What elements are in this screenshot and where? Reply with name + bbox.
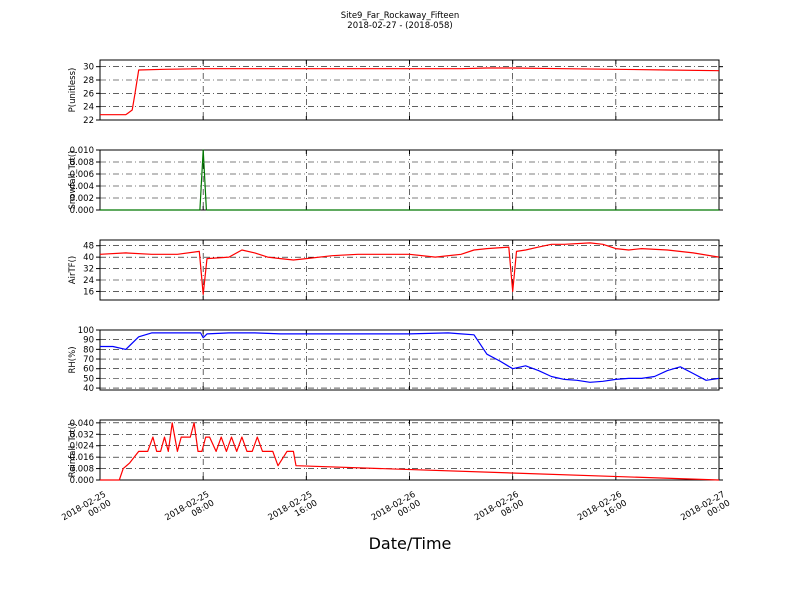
y-tick-label: 24 [83, 276, 94, 286]
figure-subtitle: 2018-02-27 - (2018-058) [347, 21, 453, 31]
y-tick-label: 0.008 [70, 158, 94, 168]
y-tick-label: 0.010 [70, 146, 94, 156]
y-tick-label: 0.008 [70, 465, 94, 475]
y-axis-label: AirTF() [68, 256, 78, 284]
figure-title: Site9_Far_Rockaway_Fifteen [340, 11, 460, 21]
x-axis-label: Date/Time [368, 534, 452, 553]
y-tick-label: 40 [83, 384, 94, 394]
y-axis-label: Snowfall_Tot() [68, 150, 78, 209]
y-tick-label: 0.016 [70, 453, 94, 463]
y-tick-label: 80 [83, 345, 94, 355]
y-tick-label: 40 [83, 253, 94, 263]
y-axis-label: Rainfall_Tot() [68, 423, 78, 478]
y-tick-label: 60 [83, 365, 94, 375]
y-axis-label: P(unitless) [68, 68, 78, 113]
y-tick-label: 0.004 [70, 182, 94, 192]
y-tick-label: 24 [83, 103, 94, 113]
y-tick-label: 22 [83, 116, 94, 126]
series-line [100, 67, 720, 116]
y-tick-label: 100 [78, 326, 94, 336]
series-line [100, 149, 719, 211]
y-tick-label: 50 [83, 374, 94, 384]
y-tick-label: 0.000 [70, 476, 94, 486]
y-tick-label: 16 [83, 287, 94, 297]
series-line [99, 242, 720, 295]
y-tick-label: 30 [83, 63, 94, 73]
y-tick-label: 0.006 [70, 170, 94, 180]
y-tick-label: 0.000 [70, 206, 94, 216]
y-axis-label: RH(%) [68, 346, 78, 373]
y-tick-label: 0.032 [70, 430, 94, 440]
y-tick-label: 26 [83, 89, 94, 99]
y-tick-label: 0.002 [70, 194, 94, 204]
y-tick-label: 32 [83, 265, 94, 275]
y-tick-label: 48 [83, 242, 94, 252]
y-tick-label: 28 [83, 76, 94, 86]
y-tick-label: 70 [83, 355, 94, 365]
y-tick-label: 0.040 [70, 419, 94, 429]
series-line [100, 422, 720, 481]
y-tick-label: 0.024 [70, 442, 94, 452]
y-tick-label: 90 [83, 336, 94, 346]
series-line [100, 332, 720, 383]
